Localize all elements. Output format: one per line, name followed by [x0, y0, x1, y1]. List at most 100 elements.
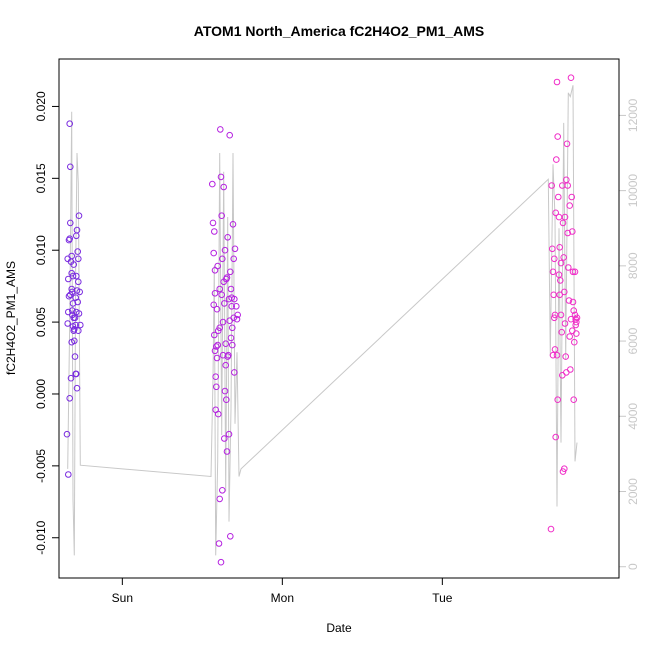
y-tick-label: -0.005 [34, 449, 48, 483]
data-point [219, 255, 226, 263]
data-point [563, 140, 571, 148]
data-point [210, 249, 217, 257]
data-point [63, 430, 71, 438]
data-point [67, 219, 74, 227]
data-point [569, 268, 577, 276]
data-point [73, 308, 80, 316]
data-point [571, 338, 578, 346]
data-point [223, 448, 231, 455]
y2-tick-label: 12000 [626, 98, 640, 132]
data-point [223, 396, 230, 404]
data-point [221, 387, 229, 395]
y-tick-label: 0.020 [34, 91, 48, 121]
data-point [567, 74, 575, 81]
data-point [570, 396, 578, 404]
data-point [66, 395, 73, 402]
data-point [222, 340, 229, 348]
x-tick-label: Sun [112, 591, 133, 605]
data-point [228, 303, 235, 310]
data-point [67, 163, 74, 171]
data-point [557, 311, 565, 319]
data-point [66, 120, 73, 127]
y2-axis: 0 2000 4000 6000 8000 10000 12000 [618, 98, 640, 570]
data-point [217, 173, 225, 181]
data-point [211, 267, 219, 274]
data-point [229, 341, 236, 349]
data-point [566, 202, 574, 209]
y-tick-label: 0.010 [34, 235, 48, 265]
data-point [229, 324, 236, 332]
altitude-layer [67, 85, 578, 556]
data-point [569, 298, 577, 306]
data-point [572, 321, 580, 329]
data-point [559, 468, 567, 475]
y2-tick-label: 6000 [626, 327, 640, 354]
data-point [555, 271, 563, 279]
data-point [558, 328, 566, 336]
data-point [555, 193, 562, 201]
data-point [549, 245, 556, 253]
data-point [566, 333, 574, 340]
data-point [568, 193, 576, 201]
data-point [69, 300, 77, 307]
data-point [560, 254, 568, 261]
y2-tick-label: 10000 [626, 174, 640, 208]
data-point [547, 525, 555, 533]
data-point [556, 244, 564, 251]
data-point [213, 354, 221, 362]
data-point [561, 320, 569, 327]
data-point [229, 221, 237, 228]
data-point [551, 311, 559, 319]
data-point [218, 212, 225, 219]
data-point [69, 307, 76, 314]
data-point [554, 396, 562, 404]
data-point [227, 533, 234, 540]
data-point [68, 252, 75, 260]
data-point [67, 374, 75, 382]
data-point [224, 353, 231, 360]
data-point [227, 285, 235, 293]
data-point [66, 235, 73, 242]
data-point [564, 182, 572, 189]
data-point [573, 330, 580, 337]
data-point [75, 278, 82, 286]
data-point [216, 285, 223, 293]
data-point [565, 264, 572, 271]
data-point [211, 228, 218, 235]
data-point [220, 278, 227, 286]
data-point [73, 226, 81, 234]
data-point [230, 255, 237, 263]
data-point [564, 229, 572, 237]
data-point [216, 495, 223, 503]
data-point [214, 341, 221, 349]
y-tick-label: -0.010 [34, 520, 48, 554]
data-point [76, 288, 83, 296]
y-axis-label: fC2H4O2_PM1_AMS [4, 261, 18, 375]
y-tick-label: 0.015 [34, 163, 48, 193]
data-point [225, 430, 233, 438]
data-point [233, 315, 241, 323]
data-point [553, 156, 560, 163]
data-point [551, 255, 558, 263]
data-point [209, 219, 217, 227]
x-axis-label: Date [326, 621, 352, 635]
data-point [552, 433, 560, 441]
data-point [212, 373, 219, 381]
y-tick-label: 0.000 [34, 379, 48, 409]
data-point [226, 317, 233, 325]
data-point [221, 246, 229, 254]
data-point [549, 268, 557, 276]
data-point [226, 131, 233, 139]
data-point [213, 343, 220, 350]
data-point [215, 410, 222, 418]
data-point [567, 315, 575, 323]
data-point [67, 291, 74, 299]
data-point [73, 384, 81, 392]
data-point [223, 274, 231, 281]
data-point [233, 303, 240, 310]
data-point [219, 318, 227, 326]
data-point [69, 323, 77, 330]
data-point [211, 290, 219, 297]
data-point [218, 291, 225, 299]
